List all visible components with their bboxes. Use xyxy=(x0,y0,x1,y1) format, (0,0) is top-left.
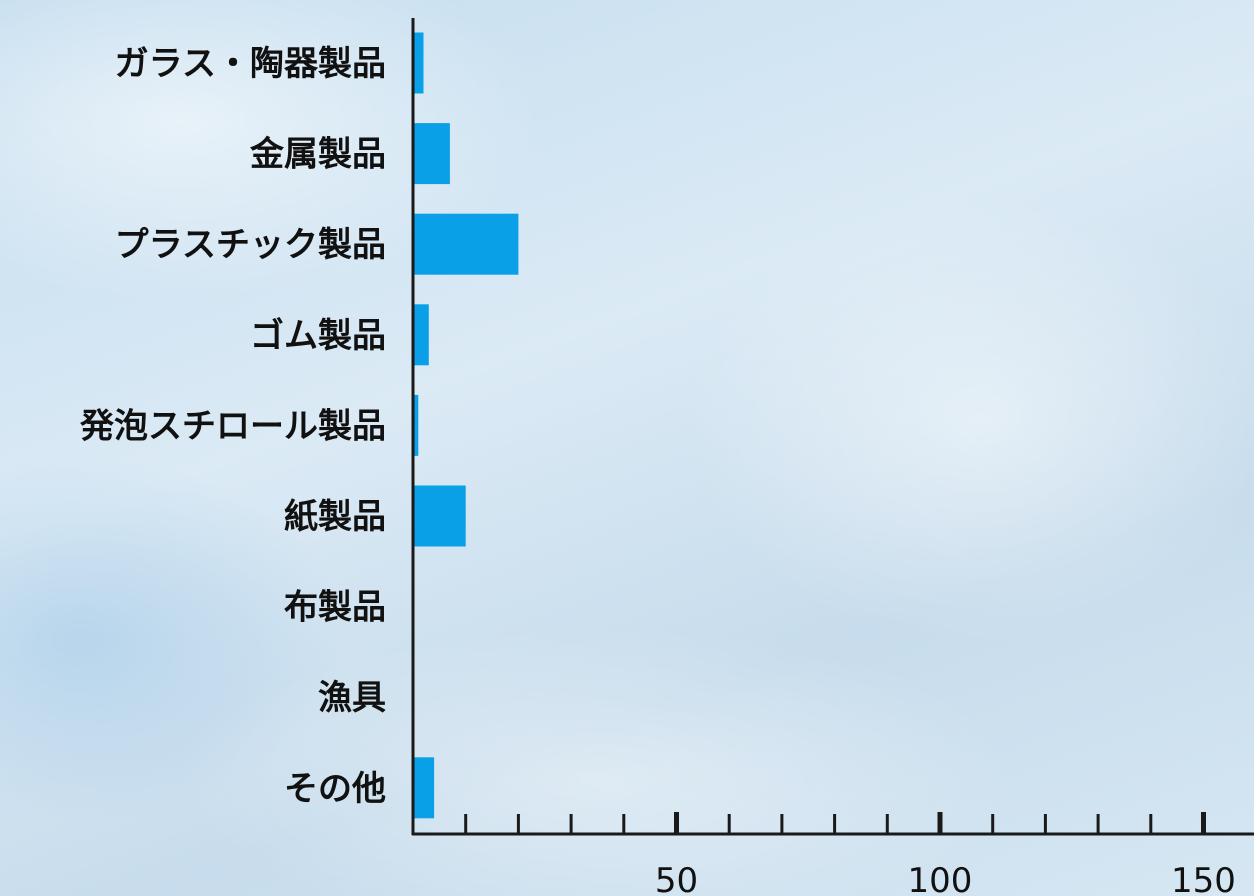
category-label: 布製品 xyxy=(284,588,386,628)
x-tick-label: 150 xyxy=(1171,861,1236,896)
category-label: その他 xyxy=(284,769,386,809)
x-tick-label: 100 xyxy=(908,861,973,896)
bar xyxy=(413,394,419,456)
category-label: 漁具 xyxy=(318,678,386,718)
category-label: ゴム製品 xyxy=(250,316,386,356)
bars-group xyxy=(413,32,519,819)
bar xyxy=(413,32,424,94)
category-labels: ガラス・陶器製品金属製品プラスチック製品ゴム製品発泡スチロール製品紙製品布製品漁… xyxy=(80,44,386,809)
category-label: 発泡スチロール製品 xyxy=(80,406,386,446)
bar xyxy=(413,485,466,547)
category-label: 紙製品 xyxy=(284,497,386,537)
bar xyxy=(413,123,450,185)
category-label: ガラス・陶器製品 xyxy=(115,44,386,84)
category-label: 金属製品 xyxy=(249,135,386,175)
x-ticks: 50 100 150 xyxy=(464,812,1236,896)
bar xyxy=(413,304,429,366)
x-tick-label: 50 xyxy=(655,861,698,896)
bar xyxy=(413,757,435,819)
category-label: プラスチック製品 xyxy=(115,225,386,265)
bar xyxy=(413,213,519,275)
